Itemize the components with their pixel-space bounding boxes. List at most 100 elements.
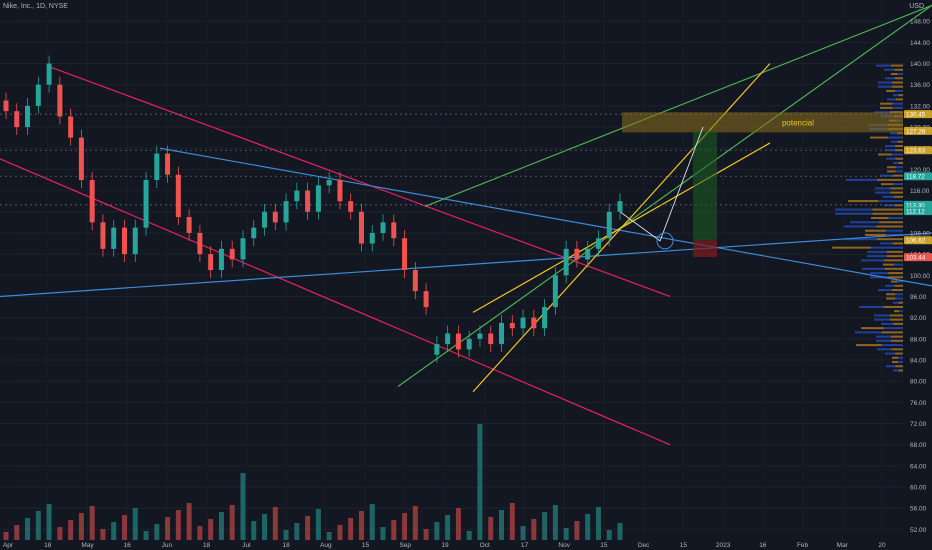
candle-body [25,105,31,128]
yellow-channel-upper [472,142,771,313]
volume-profile-bar [883,195,894,198]
volume-profile-bar [884,259,903,262]
price-tick-label: 92.00 [910,315,927,322]
volume-bar [229,505,235,540]
volume-profile-bar [887,98,896,101]
volume-profile-bar [865,233,886,236]
candle-body [477,333,483,339]
volume-profile-bar [878,81,892,84]
candle-body [455,333,461,350]
volume-bar [294,523,300,540]
volume-bar [542,512,548,540]
price-tick-label: 88.00 [910,336,927,343]
volume-profile-bar [850,221,880,224]
volume-bar [617,523,623,540]
volume-bar [531,519,537,540]
candle-body [585,248,591,260]
candle-body [35,84,41,106]
volume-profile-bar [895,98,903,101]
volume-profile-bar [886,250,903,253]
volume-profile-bar [894,77,903,80]
time-tick-label: Mar [837,542,849,549]
volume-profile-bar [891,85,903,88]
volume-profile-bar [870,276,889,279]
green-channel-lower [397,4,932,387]
volume-profile-bar [894,263,903,266]
volume-profile-bar [894,68,903,71]
candle-body [315,185,321,212]
volume-profile-bar [877,178,903,181]
price-tick-label: 108.00 [910,230,930,237]
position-loss-zone [693,240,717,258]
candle-body [218,248,224,270]
candle-body [531,317,537,329]
volume-profile-bar [892,242,903,245]
volume-profile-bar [874,314,890,317]
volume-profile-bar [888,272,903,275]
target-zone [622,112,903,133]
time-tick-label: 18 [282,542,290,549]
price-tick-label: 136.00 [910,82,930,89]
volume-profile-bar [861,327,885,330]
price-label-box [904,207,932,216]
volume-profile-bar [897,140,903,143]
volume-bar [272,507,278,540]
time-tick-label: 15 [362,542,370,549]
volume-bar [552,505,558,540]
candle-body [165,153,171,175]
volume-bar [197,526,203,540]
volume-bar [606,530,612,540]
volume-profile-bar [885,284,895,287]
price-tick-label: 76.00 [910,400,927,407]
volume-profile-bar [891,153,903,156]
volume-profile-bar [871,217,889,220]
price-label-text: 118.72 [906,174,925,181]
candle-body [208,254,214,270]
candle-body [100,222,106,249]
volume-bar [348,518,354,540]
volume-profile-bar [844,225,877,228]
volume-profile-bar [893,183,903,186]
volume-profile-bar [886,255,903,258]
candle-body [132,227,138,255]
candle-body [14,111,20,128]
candle-body [229,248,235,260]
candle-body [175,174,181,218]
price-tick-label: 52.00 [910,527,927,534]
volume-profile-bar [885,229,903,232]
volume-profile-bar [894,145,903,148]
volume-bar [14,525,20,540]
volume-profile-bar [848,200,879,203]
price-tick-label: 64.00 [910,463,927,470]
volume-bar [35,511,41,540]
volume-profile-bar [891,81,903,84]
volume-profile-bar [895,297,903,300]
volume-bar [445,515,451,540]
candle-body [509,322,515,329]
volume-profile-bar [880,102,893,105]
candle-body [412,270,418,292]
candle-body [499,322,505,345]
volume-profile-bar [895,157,903,160]
candle-body [78,137,84,180]
volume-bar [111,522,117,540]
volume-profile-bar [877,348,892,351]
volume-profile-bar [867,255,887,258]
volume-profile-bar [886,293,896,296]
volume-profile-bar [890,187,903,190]
volume-profile-bar [891,348,903,351]
volume-profile-bar [880,174,893,177]
volume-profile-bar [893,369,899,372]
time-tick-label: 16 [124,542,132,549]
candle-body [563,248,569,276]
volume-bar [595,507,601,540]
volume-profile-bar [895,293,903,296]
volume-bar [78,513,84,540]
volume-profile-bar [876,335,891,338]
volume-profile-bar [876,225,903,228]
volume-profile-bar [898,369,903,372]
volume-profile-bar [898,356,903,359]
volume-bar [563,528,569,540]
volume-profile-bar [865,229,886,232]
